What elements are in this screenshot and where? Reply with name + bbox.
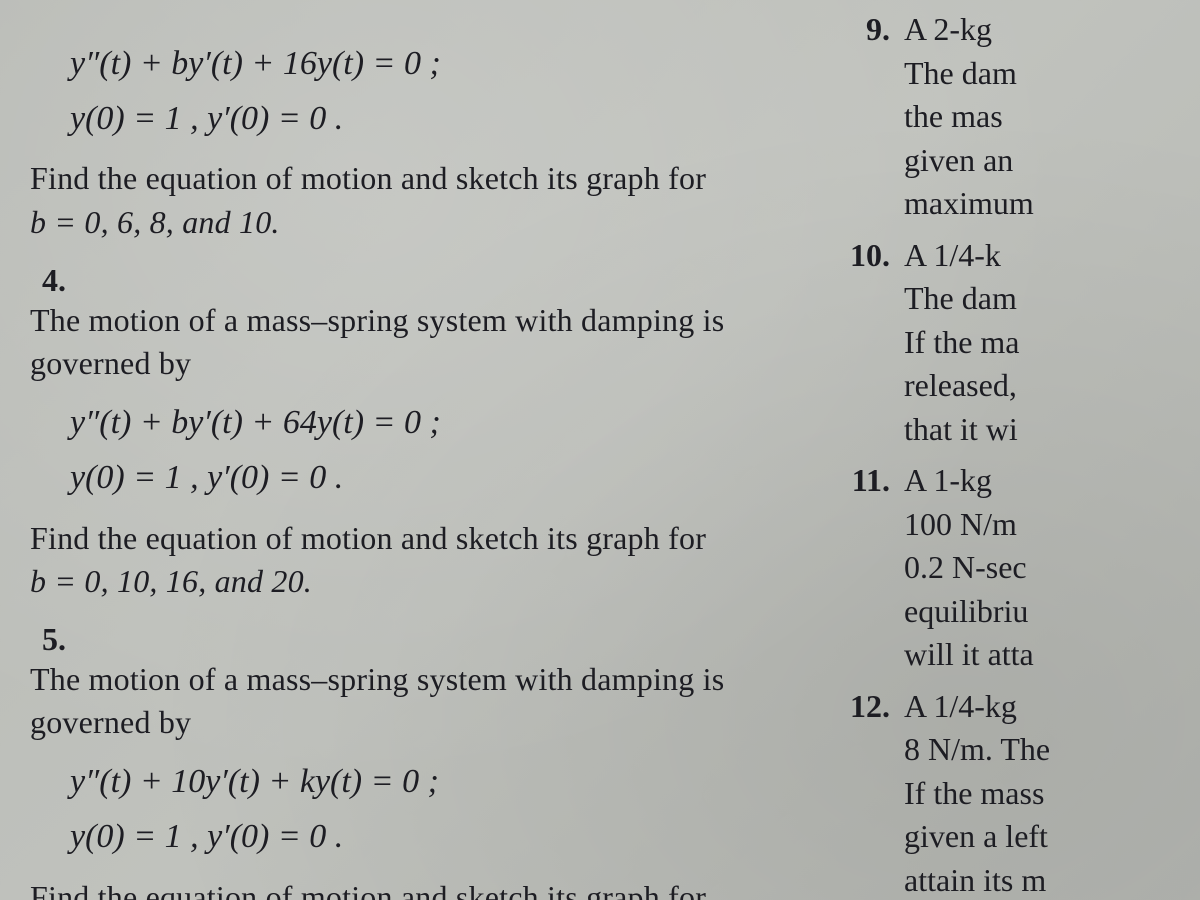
problem-number: 4. bbox=[30, 262, 78, 299]
problem-11-line: will it atta bbox=[850, 633, 1200, 677]
problem-9-line: maximum bbox=[850, 182, 1200, 226]
line-fragment: A 2-kg bbox=[904, 11, 992, 47]
problem-12-line: 8 N/m. The bbox=[850, 728, 1200, 772]
b-values: b = 0, 6, 8, and 10. bbox=[30, 201, 780, 244]
line-fragment: given a left bbox=[904, 818, 1048, 854]
equation-block: y″(t) + by′(t) + 64y(t) = 0 ; y(0) = 1 ,… bbox=[70, 397, 780, 504]
textbook-page: y″(t) + by′(t) + 16y(t) = 0 ; y(0) = 1 ,… bbox=[0, 0, 1200, 900]
param-values: b = 0, 10, 16, and 20. bbox=[30, 563, 312, 599]
problem-9-line: the mas bbox=[850, 95, 1200, 139]
line-fragment: A 1/4-k bbox=[904, 237, 1001, 273]
problem-10-line: 10.A 1/4-k bbox=[850, 234, 1200, 278]
task-text: Find the equation of motion and sketch i… bbox=[30, 157, 780, 200]
line-fragment: maximum bbox=[904, 185, 1034, 221]
intro-text: The motion of a mass–spring system with … bbox=[30, 658, 780, 744]
line-fragment: that it wi bbox=[904, 411, 1018, 447]
line-fragment: the mas bbox=[904, 98, 1003, 134]
line-fragment: given an bbox=[904, 142, 1013, 178]
problem-body: The motion of a mass–spring system with … bbox=[30, 658, 780, 900]
line-fragment: The dam bbox=[904, 280, 1017, 316]
problem-number: 9. bbox=[850, 8, 904, 52]
problem-number: 11. bbox=[850, 459, 904, 503]
equation-line: y″(t) + by′(t) + 16y(t) = 0 ; bbox=[70, 38, 780, 91]
line-fragment: 8 N/m. The bbox=[904, 731, 1050, 767]
problem-number: 10. bbox=[850, 234, 904, 278]
line-fragment: released, bbox=[904, 367, 1017, 403]
param-values: b = 0, 6, 8, and 10. bbox=[30, 204, 280, 240]
line-fragment: A 1/4-kg bbox=[904, 688, 1017, 724]
line-fragment: 0.2 N-sec bbox=[904, 549, 1027, 585]
line-fragment: A 1-kg bbox=[904, 462, 992, 498]
task-text: Find the equation of motion and sketch i… bbox=[30, 517, 780, 560]
line-fragment: equilibriu bbox=[904, 593, 1028, 629]
problem-10-line: released, bbox=[850, 364, 1200, 408]
task-text: Find the equation of motion and sketch i… bbox=[30, 876, 780, 900]
equation-block: y″(t) + by′(t) + 16y(t) = 0 ; y(0) = 1 ,… bbox=[70, 38, 780, 145]
problem-12-line: If the mass bbox=[850, 772, 1200, 816]
equation-line: y″(t) + 10y′(t) + ky(t) = 0 ; bbox=[70, 756, 780, 809]
problem-11-line: 11.A 1-kg bbox=[850, 459, 1200, 503]
equation-line: y(0) = 1 , y′(0) = 0 . bbox=[70, 93, 780, 146]
line-fragment: will it atta bbox=[904, 636, 1034, 672]
line-fragment: attain its m bbox=[904, 862, 1046, 898]
problem-11-line: equilibriu bbox=[850, 590, 1200, 634]
problem-9-line: The dam bbox=[850, 52, 1200, 96]
problem-number: 5. bbox=[30, 621, 78, 658]
problem-5: 5. The motion of a mass–spring system wi… bbox=[30, 621, 810, 900]
problem-10-line: that it wi bbox=[850, 408, 1200, 452]
line-fragment: The dam bbox=[904, 55, 1017, 91]
problem-12-line: 12.A 1/4-kg bbox=[850, 685, 1200, 729]
problem-10-line: If the ma bbox=[850, 321, 1200, 365]
problem-9-line: given an bbox=[850, 139, 1200, 183]
problem-11-line: 0.2 N-sec bbox=[850, 546, 1200, 590]
equation-line: y″(t) + by′(t) + 64y(t) = 0 ; bbox=[70, 397, 780, 450]
left-column: y″(t) + by′(t) + 16y(t) = 0 ; y(0) = 1 ,… bbox=[0, 0, 840, 900]
problem-9-line: 9.A 2-kg bbox=[850, 8, 1200, 52]
equation-block: y″(t) + 10y′(t) + ky(t) = 0 ; y(0) = 1 ,… bbox=[70, 756, 780, 863]
line-fragment: If the ma bbox=[904, 324, 1020, 360]
problem-12-line: attain its m bbox=[850, 859, 1200, 900]
problem-11-line: 100 N/m bbox=[850, 503, 1200, 547]
problem-body: y″(t) + by′(t) + 16y(t) = 0 ; y(0) = 1 ,… bbox=[30, 26, 780, 244]
equation-line: y(0) = 1 , y′(0) = 0 . bbox=[70, 811, 780, 864]
problem-10-line: The dam bbox=[850, 277, 1200, 321]
intro-text: The motion of a mass–spring system with … bbox=[30, 299, 780, 385]
line-fragment: 100 N/m bbox=[904, 506, 1017, 542]
equation-line: y(0) = 1 , y′(0) = 0 . bbox=[70, 452, 780, 505]
problem-body: The motion of a mass–spring system with … bbox=[30, 299, 780, 603]
problem-12-line: given a left bbox=[850, 815, 1200, 859]
line-fragment: If the mass bbox=[904, 775, 1044, 811]
problem-3-tail: y″(t) + by′(t) + 16y(t) = 0 ; y(0) = 1 ,… bbox=[30, 8, 810, 244]
problem-number: 12. bbox=[850, 685, 904, 729]
b-values: b = 0, 10, 16, and 20. bbox=[30, 560, 780, 603]
right-column: 9.A 2-kg The dam the mas given an maximu… bbox=[840, 0, 1200, 900]
problem-4: 4. The motion of a mass–spring system wi… bbox=[30, 262, 810, 603]
